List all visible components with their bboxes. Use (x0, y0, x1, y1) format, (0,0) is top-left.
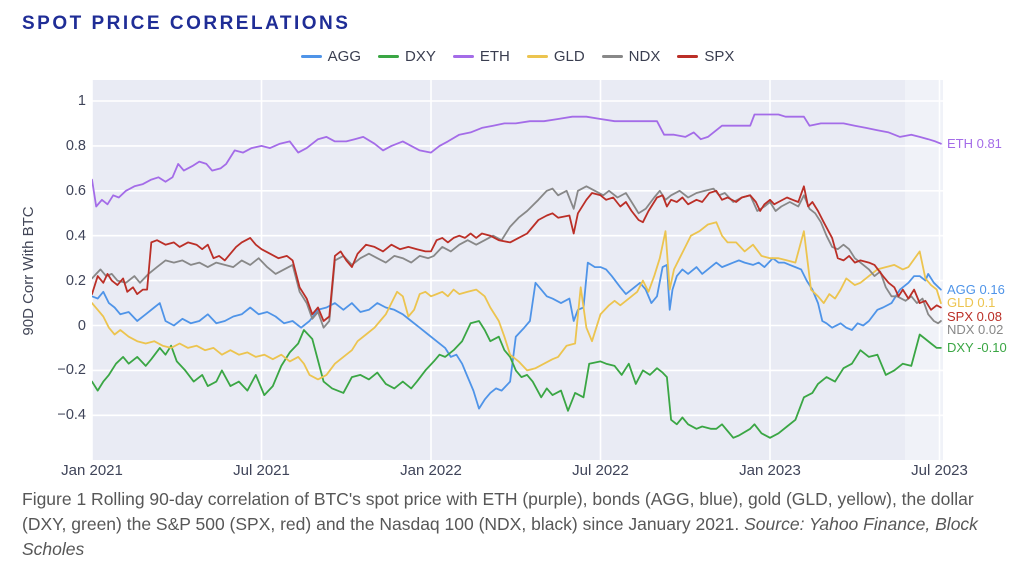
legend-line-swatch (601, 55, 623, 58)
caption-text: Figure 1 Rolling 90-day correlation of B… (22, 489, 974, 535)
y-tick-label: 0.8 (65, 137, 86, 154)
series-line-eth (92, 113, 942, 208)
series-end-label-gld: GLD 0.1 (947, 295, 996, 311)
legend-item-label: NDX (628, 48, 661, 65)
caption-source: Source: Yahoo Finance, Block Scholes (22, 514, 978, 560)
series-end-label-agg: AGG 0.16 (947, 281, 1005, 297)
legend-line-swatch (377, 55, 399, 58)
legend-line-swatch (452, 55, 474, 58)
series-line-spx (92, 185, 942, 322)
series-line-gld (92, 221, 942, 381)
legend-item-label: AGG (327, 48, 361, 65)
legend-item-ndx[interactable]: NDX (601, 48, 661, 65)
legend-item-label: SPX (704, 48, 735, 65)
x-tick-label: Jan 2023 (739, 462, 801, 479)
legend: AGG DXY ETH GLD NDX SPX (92, 48, 943, 65)
x-tick-label: Jan 2022 (400, 462, 462, 479)
y-tick-label: −0.4 (57, 407, 86, 424)
x-tick-label: Jul 2021 (233, 462, 290, 479)
page-title: SPOT PRICE CORRELATIONS (22, 13, 351, 34)
legend-item-label: ETH (479, 48, 510, 65)
y-tick-label: −0.2 (57, 362, 86, 379)
x-tick-label: Jul 2023 (911, 462, 968, 479)
series-end-label-eth: ETH 0.81 (947, 135, 1002, 151)
legend-line-swatch (526, 55, 548, 58)
legend-item-spx[interactable]: SPX (677, 48, 734, 65)
y-tick-label: 0 (77, 317, 86, 334)
series-line-ndx (92, 185, 942, 329)
series-line-dxy (92, 320, 942, 439)
legend-item-label: DXY (404, 48, 436, 65)
legend-item-agg[interactable]: AGG (300, 48, 361, 65)
legend-item-label: GLD (553, 48, 585, 65)
legend-line-swatch (300, 55, 322, 58)
legend-line-swatch (677, 55, 699, 58)
legend-item-dxy[interactable]: DXY (377, 48, 436, 65)
y-tick-label: 0.2 (65, 272, 86, 289)
legend-item-eth[interactable]: ETH (452, 48, 510, 65)
x-tick-label: Jan 2021 (61, 462, 123, 479)
series-end-label-ndx: NDX 0.02 (947, 322, 1004, 338)
series-end-label-dxy: DXY -0.10 (947, 339, 1007, 355)
y-tick-label: 0.4 (65, 227, 86, 244)
y-tick-label: 1 (77, 93, 86, 109)
legend-item-gld[interactable]: GLD (526, 48, 585, 65)
plot-svg (92, 80, 943, 460)
x-tick-label: Jul 2022 (572, 462, 629, 479)
series-end-label-spx: SPX 0.08 (947, 308, 1002, 324)
figure-caption: Figure 1 Rolling 90-day correlation of B… (22, 487, 1010, 562)
y-tick-label: 0.6 (65, 182, 86, 199)
